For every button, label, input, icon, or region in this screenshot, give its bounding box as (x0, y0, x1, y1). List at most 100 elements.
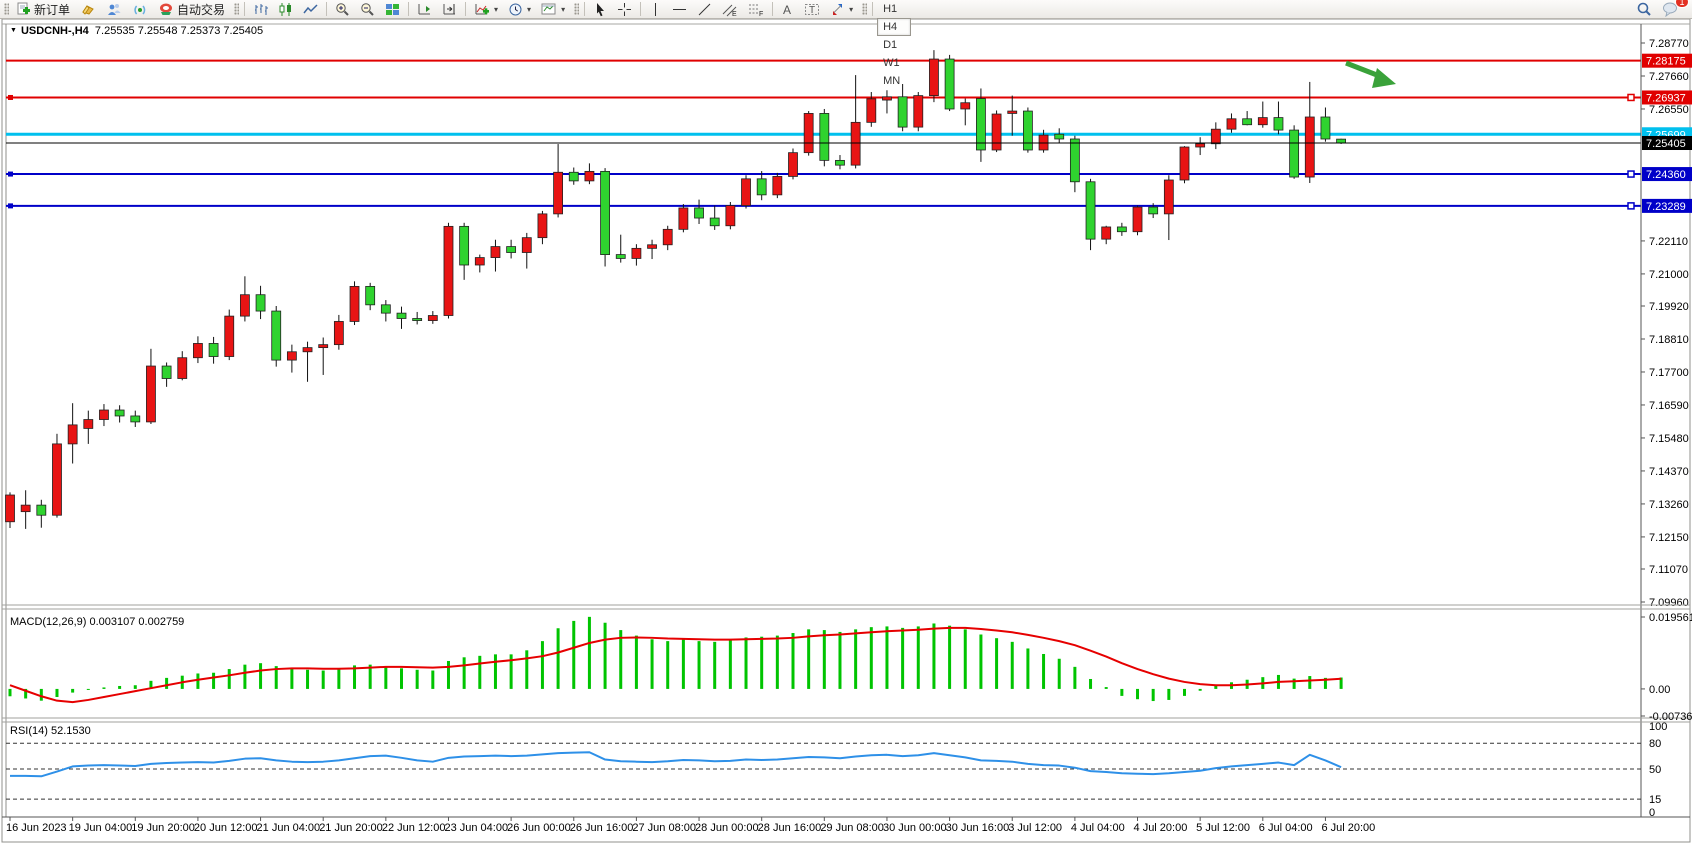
macd-bar (384, 666, 388, 689)
candle-body (976, 98, 986, 151)
horizontal-line-tool-button[interactable] (667, 0, 692, 19)
new-order-button[interactable]: 新订单 (11, 0, 75, 19)
new-order-icon (16, 2, 31, 17)
candle-body (443, 225, 454, 316)
macd-bar (713, 641, 717, 689)
timeframe-w1[interactable]: W1 (883, 57, 900, 69)
price-tick-label: 7.17700 (1649, 367, 1689, 379)
candlestick-mode-button[interactable] (273, 0, 298, 19)
macd-bar (259, 663, 263, 689)
macd-bar (603, 622, 607, 689)
periods-button[interactable]: ▾ (503, 0, 536, 19)
time-axis-label: 23 Jun 04:00 (444, 822, 508, 834)
timeframe-mn[interactable]: MN (883, 75, 901, 87)
indicators-icon (475, 3, 490, 14)
time-axis-label: 26 Jun 16:00 (570, 822, 634, 834)
auto-arrange-button[interactable] (412, 0, 437, 19)
candle-body (803, 113, 814, 154)
new-order-label: 新订单 (34, 2, 71, 17)
chart-canvas[interactable]: 7.28770 7.27660 7.26550 7.22110 7.21000 7.199… (0, 18, 1692, 844)
hline-handle[interactable] (1627, 170, 1635, 178)
search-button[interactable] (1631, 0, 1657, 19)
candle-body (850, 121, 861, 166)
line-chart-mode-button[interactable] (298, 0, 323, 19)
text-tool-button[interactable]: A (776, 0, 799, 19)
candle-body (1336, 138, 1346, 144)
macd-bar (650, 639, 654, 689)
macd-bar (1057, 658, 1061, 689)
candle-body (741, 178, 751, 206)
toolbar-grip[interactable] (234, 3, 240, 15)
autotrading-button[interactable]: 自动交易 (153, 0, 230, 19)
macd-bar (118, 685, 122, 689)
macd-bar (212, 672, 216, 689)
price-badge-label: 7.24360 (1646, 169, 1686, 181)
candle-body (1023, 110, 1033, 151)
hline-handle[interactable] (8, 203, 13, 209)
candle-body (600, 170, 610, 255)
timeframe-d1[interactable]: D1 (883, 39, 898, 51)
candle-body (1132, 206, 1143, 233)
indicators-button[interactable]: ▾ (469, 0, 503, 19)
toolbar-grip[interactable] (862, 3, 868, 15)
community-button[interactable] (101, 0, 127, 19)
candle-body (1069, 138, 1080, 183)
fibonacci-icon: F (749, 4, 763, 17)
hline-handle[interactable] (1627, 202, 1635, 210)
macd-bar (1339, 677, 1343, 689)
rsi-tick-label: 50 (1649, 764, 1661, 776)
time-axis-label: 21 Jun 04:00 (257, 822, 321, 834)
hline-handle[interactable] (1627, 93, 1635, 102)
cursor-tool-button[interactable] (588, 0, 612, 19)
zoom-out-button[interactable] (355, 0, 380, 19)
macd-bar (540, 641, 544, 689)
macd-bar (1183, 688, 1186, 696)
timeframe-h1[interactable]: H1 (883, 3, 898, 15)
trendline-tool-button[interactable] (692, 0, 717, 19)
hline-handle[interactable] (8, 94, 13, 100)
macd-bar (916, 626, 920, 689)
crosshair-tool-button[interactable] (612, 0, 637, 19)
macd-bar (697, 641, 701, 689)
fibonacci-tool-button[interactable]: F (743, 0, 769, 19)
zoom-in-button[interactable] (330, 0, 355, 19)
candle-body (678, 207, 689, 230)
candle-body (1304, 116, 1315, 178)
signals-button[interactable] (127, 0, 153, 19)
templates-button[interactable]: ▾ (536, 0, 570, 19)
candle-body (835, 159, 845, 166)
time-axis-label: 3 Jul 12:00 (1008, 822, 1062, 834)
tile-windows-icon (386, 3, 400, 15)
market-depth-button[interactable] (75, 0, 101, 19)
toolbar-grip[interactable] (4, 3, 9, 15)
chart-svg[interactable]: 7.28770 7.27660 7.26550 7.22110 7.21000 7.199… (0, 18, 1692, 844)
trend-arrow-annotation[interactable] (1345, 60, 1396, 88)
macd-bar (885, 626, 889, 689)
time-axis-label: 29 Jun 08:00 (820, 822, 884, 834)
candle-body (146, 365, 156, 423)
chart-shift-button[interactable] (437, 0, 462, 19)
macd-bar (838, 631, 842, 689)
tile-windows-button[interactable] (380, 0, 405, 19)
price-tick-label: 7.13260 (1649, 499, 1689, 511)
notifications-button[interactable]: 1 (1657, 0, 1689, 19)
candle-body (349, 285, 360, 322)
arrows-tool-button[interactable]: ▾ (825, 0, 858, 19)
horizontal-line-icon (673, 8, 687, 10)
bar-chart-mode-button[interactable] (248, 0, 273, 19)
macd-bar (8, 688, 12, 697)
timeframe-h4[interactable]: H4 (877, 18, 911, 36)
channel-tool-button[interactable]: E (717, 0, 743, 19)
hline-handle[interactable] (8, 171, 13, 177)
candle-body (1273, 117, 1284, 131)
rsi-line (10, 751, 1342, 778)
rsi-tick-label: 100 (1649, 721, 1667, 733)
toolbar-grip[interactable] (574, 3, 580, 15)
macd-bar (462, 657, 466, 689)
vertical-line-tool-button[interactable] (644, 0, 667, 19)
candle-body (1289, 129, 1300, 178)
text-label-tool-button[interactable]: T (799, 0, 825, 19)
macd-tick-label: 0.00 (1649, 684, 1670, 696)
macd-bar (587, 616, 591, 689)
time-axis-label: 27 Jun 08:00 (632, 822, 696, 834)
